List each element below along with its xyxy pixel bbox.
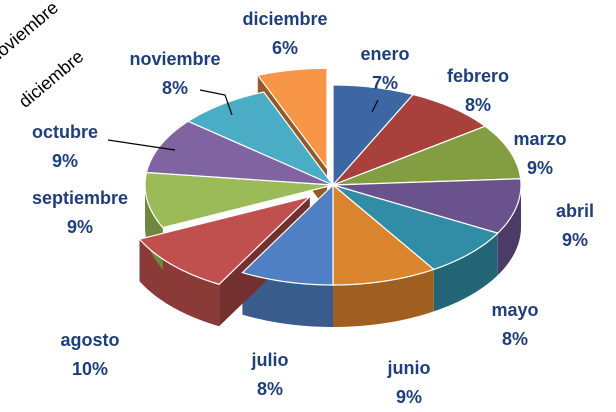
value-label: 9% [67, 217, 93, 237]
slice [186, 91, 335, 187]
slice [332, 183, 435, 286]
category-label: mayo [491, 300, 538, 320]
value-label: 8% [162, 78, 188, 98]
category-label: junio [387, 358, 431, 378]
category-label: abril [556, 201, 594, 221]
category-label: octubre [32, 122, 98, 142]
slice-side [333, 269, 434, 327]
slice [138, 195, 312, 285]
category-label: enero [360, 44, 409, 64]
value-label: 8% [257, 379, 283, 399]
value-label: 8% [502, 329, 528, 349]
slice [332, 178, 522, 234]
slice [332, 125, 522, 186]
category-label: julio [251, 350, 289, 370]
value-label: 7% [372, 73, 398, 93]
category-label: septiembre [32, 188, 128, 208]
category-label: diciembre [242, 9, 327, 29]
slice [332, 93, 487, 186]
category-label: noviembre [129, 49, 220, 69]
annotation: diciembre [15, 46, 88, 111]
slice [145, 120, 334, 186]
value-label: 10% [72, 359, 108, 379]
slice [144, 171, 334, 229]
slice-side [433, 233, 498, 312]
slice-side [242, 272, 333, 327]
value-label: 9% [396, 387, 422, 407]
slice [332, 84, 415, 187]
annotation: noviembre [0, 0, 62, 67]
value-label: 9% [562, 230, 588, 250]
category-label: febrero [447, 66, 509, 86]
value-label: 9% [527, 158, 553, 178]
slice [332, 184, 499, 271]
category-label: marzo [513, 129, 566, 149]
category-label: agosto [60, 330, 119, 350]
leader-line [371, 99, 379, 113]
leader-line [199, 89, 233, 116]
leader-line [107, 139, 176, 151]
slice [256, 67, 328, 171]
value-label: 9% [52, 151, 78, 171]
value-label: 6% [272, 38, 298, 58]
value-label: 8% [465, 95, 491, 115]
slice [241, 183, 334, 286]
slice-side [497, 185, 521, 276]
